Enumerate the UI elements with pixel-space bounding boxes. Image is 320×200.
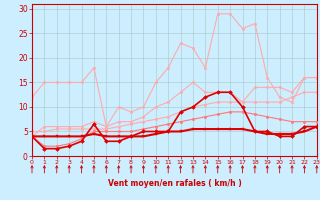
X-axis label: Vent moyen/en rafales ( km/h ): Vent moyen/en rafales ( km/h ) [108, 179, 241, 188]
